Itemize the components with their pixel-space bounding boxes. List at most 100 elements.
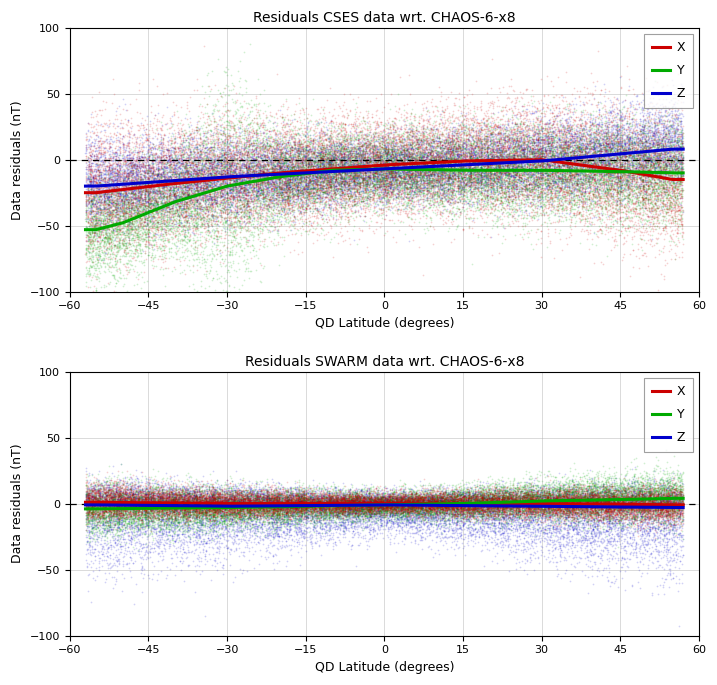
Point (557, 174, 569, 185)
Point (380, 502, 391, 513)
Point (255, 534, 266, 545)
Point (518, 479, 529, 490)
Point (284, 163, 295, 174)
Point (424, 512, 436, 523)
Point (211, 503, 222, 514)
Point (432, 154, 444, 165)
Point (185, 472, 196, 483)
Point (420, 501, 432, 512)
Point (222, 496, 233, 507)
Point (140, 499, 151, 510)
Point (340, 495, 351, 506)
Point (619, 506, 631, 517)
Point (252, 169, 263, 179)
Point (341, 156, 352, 167)
Point (87, 145, 99, 155)
Point (441, 176, 452, 187)
Point (475, 186, 487, 197)
Point (205, 499, 217, 510)
Point (494, 138, 505, 149)
Point (105, 216, 117, 227)
Point (394, 147, 406, 158)
Point (88, 499, 100, 510)
Point (467, 506, 479, 517)
Point (560, 160, 571, 171)
Point (131, 160, 143, 171)
Point (256, 218, 267, 229)
Point (404, 129, 416, 140)
Point (425, 184, 437, 195)
Point (140, 162, 151, 173)
Point (313, 180, 324, 191)
Point (638, 149, 650, 160)
Point (442, 185, 454, 196)
Point (470, 493, 482, 504)
Point (559, 130, 571, 141)
Point (651, 149, 663, 160)
Point (563, 171, 574, 182)
Point (326, 488, 338, 499)
Point (313, 155, 324, 166)
Point (563, 133, 574, 144)
Point (672, 504, 683, 515)
Point (340, 497, 351, 508)
Point (466, 522, 478, 533)
Point (394, 510, 405, 521)
Point (560, 173, 571, 184)
Point (468, 136, 480, 147)
Point (235, 197, 247, 208)
Point (244, 494, 256, 505)
Point (278, 158, 290, 169)
Point (160, 151, 171, 162)
Point (114, 490, 125, 501)
Point (437, 490, 449, 501)
Point (589, 497, 601, 508)
Point (414, 493, 426, 503)
Point (90, 210, 101, 221)
Point (205, 506, 217, 517)
Point (647, 523, 658, 534)
Point (342, 493, 353, 504)
Point (562, 172, 574, 183)
Point (92, 182, 104, 193)
Point (638, 511, 650, 522)
Point (103, 180, 115, 191)
Point (262, 490, 274, 501)
Point (271, 491, 282, 502)
Point (548, 141, 559, 152)
Point (185, 159, 196, 170)
Point (292, 160, 303, 171)
Point (520, 138, 531, 149)
Point (495, 475, 506, 486)
Point (242, 484, 254, 495)
Point (441, 500, 452, 511)
Point (311, 229, 323, 240)
Point (595, 151, 607, 162)
Point (485, 151, 497, 162)
Point (361, 199, 372, 210)
Point (523, 179, 534, 190)
Point (207, 482, 219, 493)
Point (134, 153, 146, 164)
Point (104, 202, 115, 213)
Point (562, 490, 574, 501)
Point (459, 500, 470, 511)
Point (250, 497, 262, 508)
Point (492, 490, 503, 501)
Point (258, 483, 270, 494)
Point (87, 483, 98, 494)
Point (161, 499, 172, 510)
Point (83, 493, 95, 503)
Point (180, 521, 191, 532)
Point (669, 115, 680, 126)
Point (144, 202, 156, 213)
Point (579, 491, 591, 502)
Point (477, 491, 488, 502)
Point (636, 485, 647, 496)
Point (189, 192, 200, 203)
Point (133, 184, 144, 195)
Point (140, 494, 151, 505)
Point (391, 514, 403, 525)
Point (556, 140, 567, 151)
Point (201, 487, 213, 498)
